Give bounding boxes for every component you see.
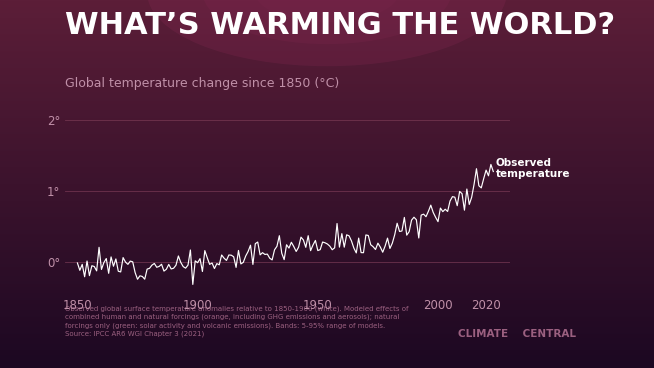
Ellipse shape <box>147 0 507 66</box>
Text: Observed global surface temperature anomalies relative to 1850-1900 (white). Mod: Observed global surface temperature anom… <box>65 305 409 337</box>
Ellipse shape <box>255 0 399 22</box>
Text: WHAT’S WARMING THE WORLD?: WHAT’S WARMING THE WORLD? <box>65 11 615 40</box>
Text: Global temperature change since 1850 (°C): Global temperature change since 1850 (°C… <box>65 77 339 90</box>
Ellipse shape <box>203 0 451 44</box>
Text: CLIMATE    CENTRAL: CLIMATE CENTRAL <box>458 329 576 339</box>
Text: Observed
temperature: Observed temperature <box>496 158 570 180</box>
